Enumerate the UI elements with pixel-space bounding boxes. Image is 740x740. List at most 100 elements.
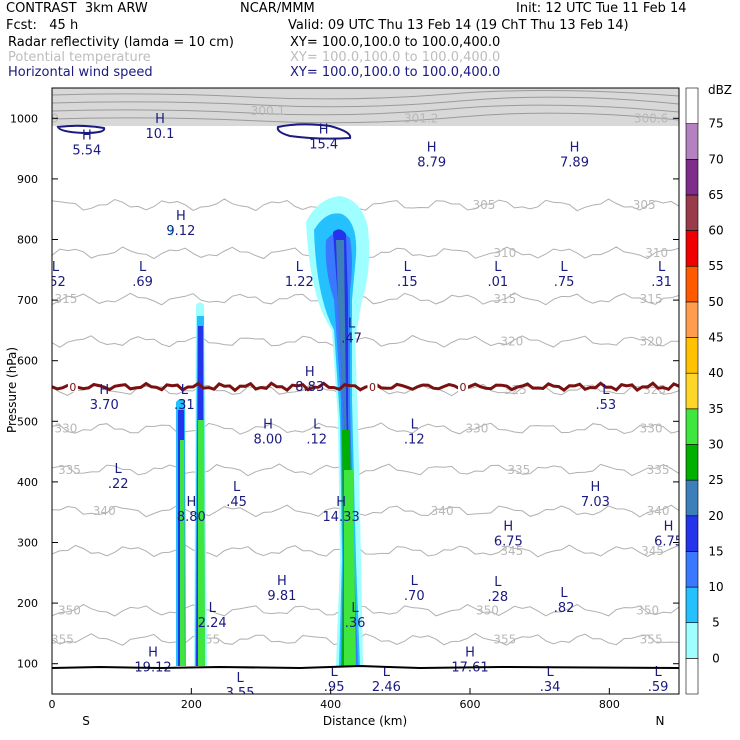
wind-low-marker: L bbox=[139, 260, 147, 275]
wind-extremum-value: .95 bbox=[324, 680, 345, 695]
wind-extremum-value: .45 bbox=[226, 495, 247, 510]
wind-low-marker: L bbox=[602, 383, 610, 398]
colorbar-label: 55 bbox=[708, 259, 723, 273]
wind-low-marker: L bbox=[658, 260, 666, 275]
wind-low-marker: L bbox=[404, 260, 412, 275]
wind-extremum-value: .12 bbox=[404, 433, 425, 448]
colorbar-label: 5 bbox=[712, 616, 720, 630]
colorbar-swatch bbox=[685, 158, 699, 196]
colorbar-swatch bbox=[685, 444, 699, 481]
top-theta-band bbox=[52, 88, 679, 126]
theta-label-305: 305 bbox=[633, 198, 656, 212]
theta-label-340: 340 bbox=[93, 504, 116, 518]
colorbar-swatch bbox=[685, 622, 699, 659]
wind-extremum-value: .47 bbox=[341, 331, 362, 346]
valid-time: Valid: 09 UTC Thu 13 Feb 14 (19 ChT Thu … bbox=[288, 18, 629, 33]
wind-extremum-value: 8.79 bbox=[417, 156, 446, 171]
theta-contour-315 bbox=[52, 292, 679, 306]
field-name-theta: Potential temperature bbox=[8, 50, 151, 65]
x-tick-label: 800 bbox=[599, 698, 620, 711]
zero-label-bg bbox=[458, 381, 469, 392]
theta-label-355: 355 bbox=[640, 632, 663, 646]
zero-isotherm-label: 0 bbox=[369, 381, 376, 394]
theta-label-345: 345 bbox=[641, 544, 664, 558]
wind-extremum-value: .28 bbox=[488, 590, 509, 605]
band-contour-4 bbox=[52, 112, 679, 124]
reflectivity-field bbox=[170, 196, 370, 667]
wind-extremum-value: 6.75 bbox=[654, 534, 683, 549]
init-time: Init: 12 UTC Tue 11 Feb 14 bbox=[516, 1, 687, 16]
wind-high-marker: H bbox=[336, 495, 346, 510]
echo-cell-west-2-green bbox=[198, 420, 205, 666]
wind-speed-extrema: L.86L3.55L.95L2.46L.34L.59H19.12H17.61L2… bbox=[52, 112, 683, 701]
theta-contour-320 bbox=[52, 334, 679, 348]
wind-low-marker: L bbox=[383, 665, 391, 680]
wind-low-marker: L bbox=[411, 418, 419, 433]
colorbar-label: 25 bbox=[708, 473, 723, 487]
theta-surface-label: 300.6 bbox=[634, 111, 668, 125]
wind-high-marker: H bbox=[503, 519, 513, 534]
zero-isotherm-line bbox=[52, 381, 679, 393]
colorbar-label: 60 bbox=[708, 224, 723, 238]
theta-label-350: 350 bbox=[476, 603, 499, 617]
wind-extremum-value: 8.80 bbox=[177, 510, 206, 525]
wind-extremum-value: .59 bbox=[648, 680, 669, 695]
colorbar: 0 5 10 15 20 25 30 35 40 45 50 55 60 65 70 75 bbox=[685, 87, 724, 695]
wind-extremum-value: 14.33 bbox=[323, 510, 360, 525]
y-tick-label: 700 bbox=[17, 294, 38, 307]
colorbar-label: 0 bbox=[712, 651, 720, 665]
wind-high-marker: H bbox=[465, 645, 475, 660]
wind-low-marker: L bbox=[233, 480, 241, 495]
x-tick-label: 600 bbox=[460, 698, 481, 711]
colorbar-label: 70 bbox=[708, 152, 723, 166]
wind-extremum-value: 15.4 bbox=[309, 137, 338, 152]
theta-label-330: 330 bbox=[640, 422, 663, 436]
theta-label-345: 345 bbox=[500, 544, 523, 558]
wind-extremum-value: 1.22 bbox=[285, 275, 314, 290]
wind-extremum-value: 2.46 bbox=[372, 680, 401, 695]
theta-contour-335 bbox=[52, 463, 679, 477]
theta-label-305: 305 bbox=[472, 198, 495, 212]
field-xy-reflectivity: XY= 100.0,100.0 to 100.0,400.0 bbox=[290, 35, 501, 50]
colorbar-unit: dBZ bbox=[708, 83, 732, 97]
plot-frame bbox=[51, 87, 680, 695]
model-title: CONTRAST 3km ARW bbox=[6, 1, 148, 16]
wind-low-marker: L bbox=[560, 260, 568, 275]
field-xy-wind: XY= 100.0,100.0 to 100.0,400.0 bbox=[290, 65, 501, 80]
wind-extremum-value: .69 bbox=[132, 275, 153, 290]
echo-cell-west-1-green bbox=[180, 440, 185, 666]
wind-high-marker: H bbox=[186, 495, 196, 510]
x-tick-label: 0 bbox=[49, 698, 56, 711]
wind-high-marker: H bbox=[148, 645, 158, 660]
theta-label-340: 340 bbox=[431, 504, 454, 518]
theta-label-315: 315 bbox=[640, 292, 663, 306]
theta-contour-350 bbox=[52, 603, 679, 617]
theta-label-310: 310 bbox=[645, 246, 668, 260]
wind-extremum-value: 10.1 bbox=[146, 127, 175, 142]
colorbar-label: 10 bbox=[708, 580, 723, 594]
colorbar-swatch bbox=[685, 408, 699, 445]
wind-low-marker: L bbox=[351, 601, 359, 616]
wind-extremum-value: 9.81 bbox=[267, 589, 296, 604]
wind-extremum-value: 7.89 bbox=[560, 156, 589, 171]
zero-isotherm: 0 0 0 bbox=[52, 381, 679, 394]
wind-high-marker: H bbox=[277, 574, 287, 589]
wind-extremum-value: .36 bbox=[345, 616, 366, 631]
band-contour-1 bbox=[52, 89, 679, 100]
wind-low-marker: L bbox=[236, 671, 244, 686]
wind-extremum-value: 9.12 bbox=[166, 224, 195, 239]
wind-extremum-value: 3.55 bbox=[226, 686, 255, 701]
x-end-label-south: S bbox=[82, 714, 90, 728]
theta-label-335: 335 bbox=[507, 463, 530, 477]
colorbar-swatch bbox=[685, 479, 699, 517]
wind-extremum-value: .70 bbox=[404, 589, 425, 604]
wind-low-marker: L bbox=[654, 665, 662, 680]
colorbar-swatch bbox=[685, 123, 699, 160]
zero-label-bg bbox=[67, 381, 78, 392]
wind-low-marker: L bbox=[296, 260, 304, 275]
theta-contour-330 bbox=[52, 422, 679, 436]
theta-label-355: 355 bbox=[493, 632, 516, 646]
wind-extremum-value: 8.00 bbox=[253, 433, 282, 448]
wind-high-marker: H bbox=[176, 209, 186, 224]
theta-contour-355 bbox=[52, 632, 679, 646]
